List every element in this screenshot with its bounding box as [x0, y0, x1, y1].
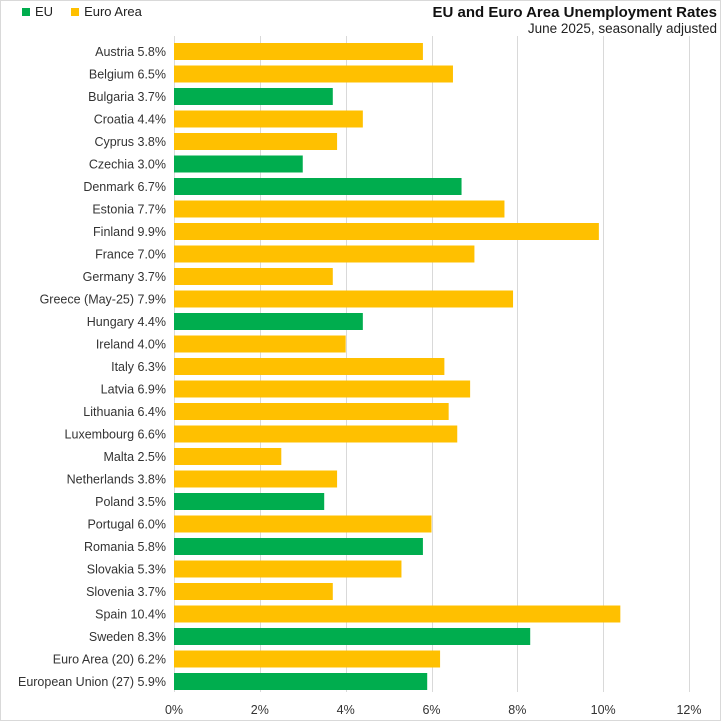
- bar-euro-area: [174, 470, 338, 488]
- chart-subtitle: June 2025, seasonally adjusted: [527, 21, 717, 36]
- category-label: Belgium 6.5%: [89, 68, 166, 82]
- category-label: Hungary 4.4%: [87, 315, 166, 329]
- x-tick-label: 8%: [508, 703, 526, 717]
- bar-eu: [174, 628, 531, 645]
- legend-label-eu: EU: [35, 4, 54, 19]
- bar-euro-area: [174, 403, 449, 420]
- legend-swatch-euro-area: [71, 7, 80, 16]
- legend-item-euro-area: Euro Area: [71, 4, 142, 19]
- category-label: Portugal 6.0%: [87, 518, 166, 532]
- bar-euro-area: [174, 268, 333, 285]
- bar-euro-area: [174, 650, 441, 668]
- category-label: Spain 10.4%: [95, 608, 166, 622]
- category-label: Croatia 4.4%: [94, 113, 166, 127]
- category-label: Poland 3.5%: [95, 495, 166, 509]
- bar-euro-area: [174, 133, 338, 150]
- bar-euro-area: [174, 583, 333, 600]
- bar-euro-area: [174, 515, 432, 533]
- legend-item-eu: EU: [22, 4, 53, 19]
- bar-euro-area: [174, 200, 505, 218]
- x-tick-label: 0%: [165, 703, 183, 717]
- x-tick-label: 10%: [591, 703, 616, 717]
- category-label: Austria 5.8%: [95, 45, 166, 59]
- chart-title: EU and Euro Area Unemployment Rates: [432, 4, 717, 21]
- category-label: Latvia 6.9%: [101, 383, 166, 397]
- category-label: Finland 9.9%: [93, 225, 166, 239]
- bar-eu: [174, 155, 303, 173]
- bar-euro-area: [174, 110, 363, 128]
- category-label: Czechia 3.0%: [89, 158, 166, 172]
- category-labels: Austria 5.8% Belgium 6.5% Bulgaria 3.7% Cro…: [18, 45, 166, 689]
- category-label: Denmark 6.7%: [83, 180, 166, 194]
- bar-eu: [174, 178, 462, 195]
- x-tick-label: 2%: [251, 703, 269, 717]
- category-label: Slovakia 5.3%: [87, 563, 166, 577]
- bar-euro-area: [174, 560, 402, 578]
- bar-eu: [174, 88, 333, 105]
- bar-euro-area: [174, 335, 346, 353]
- category-label: Cyprus 3.8%: [94, 135, 166, 149]
- category-label: European Union (27) 5.9%: [18, 675, 166, 689]
- bar-euro-area: [174, 380, 471, 398]
- bars: [174, 43, 621, 690]
- x-axis-tick-labels: 0% 2% 4% 6% 8% 10% 12%: [165, 703, 702, 717]
- category-label: Euro Area (20) 6.2%: [53, 653, 166, 667]
- bar-euro-area: [174, 223, 599, 240]
- bar-euro-area: [174, 425, 458, 443]
- category-label: Romania 5.8%: [84, 540, 166, 554]
- category-label: Ireland 4.0%: [96, 338, 166, 352]
- category-label: Greece (May-25) 7.9%: [40, 293, 166, 307]
- category-label: Malta 2.5%: [103, 450, 166, 464]
- bar-euro-area: [174, 43, 423, 60]
- category-label: Sweden 8.3%: [89, 630, 166, 644]
- chart-title-block: EU and Euro Area Unemployment Rates June…: [432, 4, 717, 36]
- category-label: Slovenia 3.7%: [86, 585, 166, 599]
- category-label: France 7.0%: [95, 248, 166, 262]
- legend-label-euro-area: Euro Area: [84, 4, 142, 19]
- bar-eu: [174, 313, 363, 330]
- bar-euro-area: [174, 358, 445, 375]
- x-tick-label: 6%: [422, 703, 440, 717]
- legend-swatch-eu: [22, 7, 30, 16]
- bar-euro-area: [174, 448, 282, 465]
- x-tick-label: 4%: [337, 703, 355, 717]
- x-tick-label: 12%: [676, 703, 701, 717]
- category-label: Lithuania 6.4%: [83, 405, 166, 419]
- bar-eu: [174, 493, 325, 510]
- legend: EU Euro Area: [22, 4, 142, 19]
- category-label: Netherlands 3.8%: [67, 473, 166, 487]
- bar-euro-area: [174, 605, 621, 623]
- category-label: Italy 6.3%: [111, 360, 166, 374]
- bar-eu: [174, 538, 423, 555]
- bar-euro-area: [174, 65, 453, 83]
- category-label: Germany 3.7%: [83, 270, 166, 284]
- bar-eu: [174, 673, 428, 690]
- category-label: Luxembourg 6.6%: [65, 428, 166, 442]
- category-label: Estonia 7.7%: [92, 203, 166, 217]
- bar-euro-area: [174, 290, 514, 308]
- category-label: Bulgaria 3.7%: [88, 90, 166, 104]
- bar-euro-area: [174, 245, 475, 263]
